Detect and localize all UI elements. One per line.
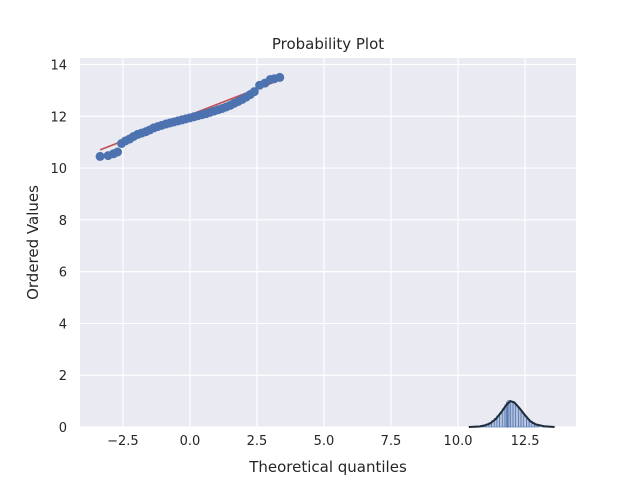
tick-labels: −2.5 0.0 2.5 5.0 7.5 10.0 12.5 0 2 4 6 8 10 12 14 bbox=[50, 58, 539, 449]
x-tick-label: 7.5 bbox=[381, 434, 402, 449]
x-tick-label: 10.0 bbox=[444, 434, 473, 449]
plot-area bbox=[80, 58, 576, 427]
x-tick-label: 2.5 bbox=[247, 434, 268, 449]
x-tick-label: 0.0 bbox=[180, 434, 201, 449]
y-tick-label: 4 bbox=[59, 317, 67, 332]
histogram-bar bbox=[510, 401, 514, 428]
y-tick-label: 8 bbox=[59, 214, 67, 229]
x-tick-label: 5.0 bbox=[314, 434, 335, 449]
data-point bbox=[95, 151, 105, 161]
x-axis-label: Theoretical quantiles bbox=[248, 458, 407, 476]
y-tick-label: 12 bbox=[50, 110, 67, 125]
data-point bbox=[275, 72, 285, 82]
histogram-bar bbox=[512, 402, 516, 428]
histogram-bar bbox=[520, 412, 525, 428]
data-point bbox=[249, 87, 259, 97]
density-curve bbox=[468, 399, 555, 428]
y-axis-label: Ordered Values bbox=[24, 185, 42, 300]
x-tick-label: −2.5 bbox=[107, 434, 139, 449]
y-tick-label: 2 bbox=[59, 369, 67, 384]
grid bbox=[80, 58, 576, 428]
data-point bbox=[113, 147, 123, 157]
chart-title: Probability Plot bbox=[272, 35, 384, 53]
y-tick-label: 6 bbox=[59, 266, 67, 281]
histogram-bar bbox=[515, 405, 519, 428]
x-tick-label: 12.5 bbox=[511, 434, 540, 449]
y-tick-label: 0 bbox=[59, 421, 67, 436]
histogram-bar bbox=[518, 409, 522, 428]
y-tick-label: 14 bbox=[50, 58, 67, 73]
scatter-points bbox=[95, 72, 285, 161]
y-tick-label: 10 bbox=[50, 162, 67, 177]
